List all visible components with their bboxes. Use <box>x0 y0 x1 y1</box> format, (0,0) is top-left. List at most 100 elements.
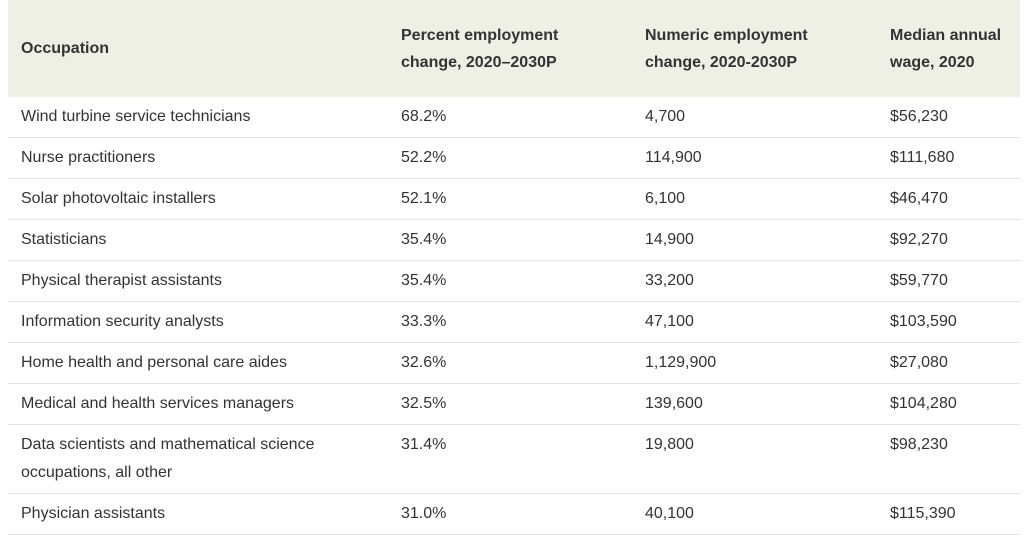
table-cell: 40,100 <box>632 494 877 534</box>
table-row: Wind turbine service technicians 68.2% 4,7… <box>8 97 1020 138</box>
cell-text: Statisticians <box>21 231 107 248</box>
cell-text: Data scientists and mathematical science… <box>21 436 315 481</box>
table-cell: Physician assistants <box>8 494 388 534</box>
cell-text: 114,900 <box>645 149 702 166</box>
cell-text: 4,700 <box>645 108 686 125</box>
cell-text: Information security analysts <box>21 313 224 330</box>
cell-text: $111,680 <box>890 149 955 166</box>
cell-text: 32.6% <box>401 354 447 371</box>
table: Occupation Percent employment change, 202… <box>8 0 1020 535</box>
table-row: Information security analysts 33.3% 47,100… <box>8 302 1020 343</box>
table-cell: $103,590 <box>877 302 1020 342</box>
table-cell: Percent employment change, 2020–2030P <box>388 22 632 76</box>
table-cell: 52.1% <box>388 179 632 219</box>
cell-text: $56,230 <box>890 108 948 125</box>
table-cell: Median annual wage, 2020 <box>877 22 1020 76</box>
table-cell: $27,080 <box>877 343 1020 383</box>
table-cell: 31.4% <box>388 425 632 493</box>
table-cell: $46,470 <box>877 179 1020 219</box>
cell-text: Medical and health services managers <box>21 395 295 412</box>
cell-text: $104,280 <box>890 395 957 412</box>
table-cell: 32.6% <box>388 343 632 383</box>
table-cell: $59,770 <box>877 261 1020 301</box>
cell-text: 40,100 <box>645 505 694 522</box>
table-cell: $98,230 <box>877 425 1020 493</box>
cell-text: 31.4% <box>401 436 447 453</box>
table-cell: 31.0% <box>388 494 632 534</box>
cell-text: $46,470 <box>890 190 948 207</box>
cell-text: 14,900 <box>645 231 694 248</box>
cell-text: 52.1% <box>401 190 447 207</box>
table-row: Statisticians 35.4% 14,900 $92,270 <box>8 220 1020 261</box>
cell-text: 68.2% <box>401 108 447 125</box>
cell-text: 31.0% <box>401 505 447 522</box>
table-cell: 68.2% <box>388 97 632 137</box>
table-cell: 35.4% <box>388 220 632 260</box>
header-row: Occupation Percent employment change, 202… <box>8 0 1020 97</box>
cell-text: $98,230 <box>890 436 948 453</box>
cell-text: 1,129,900 <box>645 354 717 371</box>
table-cell: Occupation <box>8 35 388 62</box>
table-cell: 32.5% <box>388 384 632 424</box>
table-cell: 14,900 <box>632 220 877 260</box>
table-cell: $115,390 <box>877 494 1020 534</box>
cell-text: 47,100 <box>645 313 694 330</box>
cell-text: Home health and personal care aides <box>21 354 287 371</box>
cell-text: $103,590 <box>890 313 957 330</box>
table-cell: 6,100 <box>632 179 877 219</box>
table-cell: 4,700 <box>632 97 877 137</box>
cell-text: 139,600 <box>645 395 703 412</box>
table-row: Physical therapist assistants 35.4% 33,200… <box>8 261 1020 302</box>
cell-text: 33.3% <box>401 313 447 330</box>
table-cell: 33,200 <box>632 261 877 301</box>
cell-text: Percent employment change, 2020–2030P <box>401 26 559 71</box>
cell-text: Physical therapist assistants <box>21 272 222 289</box>
table-cell: Data scientists and mathematical science… <box>8 425 388 493</box>
cell-text: 6,100 <box>645 190 686 207</box>
table-cell: 33.3% <box>388 302 632 342</box>
table-cell: $56,230 <box>877 97 1020 137</box>
table-cell: 47,100 <box>632 302 877 342</box>
table-cell: $104,280 <box>877 384 1020 424</box>
cell-text: 33,200 <box>645 272 694 289</box>
table-cell: Medical and health services managers <box>8 384 388 424</box>
table-cell: Nurse practitioners <box>8 138 388 178</box>
cell-text: 52.2% <box>401 149 447 166</box>
table-row: Data scientists and mathematical science… <box>8 425 1020 494</box>
table-cell: 139,600 <box>632 384 877 424</box>
cell-text: 35.4% <box>401 272 447 289</box>
cell-text: Wind turbine service technicians <box>21 108 251 125</box>
cell-text: 32.5% <box>401 395 447 412</box>
table-cell: 52.2% <box>388 138 632 178</box>
cell-text: $59,770 <box>890 272 948 289</box>
cell-text: $115,390 <box>890 505 956 522</box>
cell-text: 35.4% <box>401 231 447 248</box>
table-cell: $111,680 <box>877 138 1020 178</box>
table-cell: $92,270 <box>877 220 1020 260</box>
cell-text: Median annual wage, 2020 <box>890 26 1002 71</box>
cell-text: $27,080 <box>890 354 948 371</box>
cell-text: Solar photovoltaic installers <box>21 190 216 207</box>
cell-text: Numeric employment change, 2020-2030P <box>645 26 808 71</box>
table-cell: 114,900 <box>632 138 877 178</box>
table-cell: Solar photovoltaic installers <box>8 179 388 219</box>
table-cell: Wind turbine service technicians <box>8 97 388 137</box>
table-row: Nurse practitioners 52.2% 114,900 $111,680 <box>8 138 1020 179</box>
cell-text: Occupation <box>21 40 110 57</box>
table-row: Medical and health services managers 32.5… <box>8 384 1020 425</box>
table-row: Physician assistants 31.0% 40,100 $115,390 <box>8 494 1020 535</box>
table-cell: 35.4% <box>388 261 632 301</box>
cell-text: Nurse practitioners <box>21 149 156 166</box>
table-cell: 19,800 <box>632 425 877 493</box>
table-cell: Information security analysts <box>8 302 388 342</box>
table-cell: Physical therapist assistants <box>8 261 388 301</box>
cell-text: 19,800 <box>645 436 694 453</box>
table-cell: Statisticians <box>8 220 388 260</box>
cell-text: $92,270 <box>890 231 948 248</box>
table-row: Solar photovoltaic installers 52.1% 6,100 $… <box>8 179 1020 220</box>
cell-text: Physician assistants <box>21 505 166 522</box>
table-cell: Numeric employment change, 2020-2030P <box>632 22 877 76</box>
table-cell: Home health and personal care aides <box>8 343 388 383</box>
table-cell: 1,129,900 <box>632 343 877 383</box>
